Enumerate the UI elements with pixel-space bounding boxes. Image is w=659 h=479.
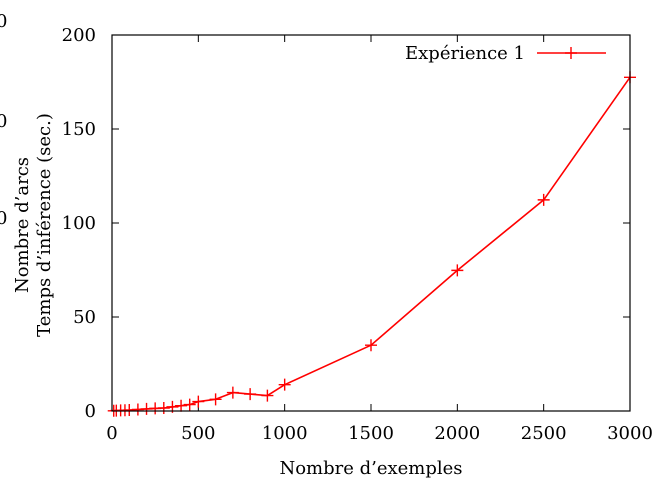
cropped-left-label-2: 0 <box>0 111 7 132</box>
legend-marker <box>565 47 577 59</box>
x-tick-label: 2500 <box>521 423 567 444</box>
data-point-marker <box>183 398 196 411</box>
axis-tick-labels: 0 500 1000 1500 2000 2500 3000 0 50 100 150 200 <box>62 25 653 444</box>
x-axis-title: Nombre d’exemples <box>279 458 462 479</box>
data-point-marker <box>278 378 291 391</box>
data-point-marker <box>451 264 464 277</box>
data-point-marker <box>226 386 239 399</box>
plot-frame <box>111 34 631 412</box>
x-tick-label: 3000 <box>607 423 653 444</box>
series-line <box>113 76 631 412</box>
x-tick-label: 0 <box>106 423 117 444</box>
x-tick-label: 1000 <box>262 423 308 444</box>
y-tick-label: 100 <box>62 213 96 234</box>
axis-ticks <box>111 34 631 412</box>
legend-marker-plus <box>565 47 577 59</box>
y-axis-title: Nombre d’arcs Temps d’inférence (sec.) <box>12 113 55 337</box>
y-tick-label: 0 <box>85 401 96 422</box>
x-tick-label: 1500 <box>348 423 394 444</box>
cropped-left-label-1: 0 <box>0 11 7 32</box>
legend: Expérience 1 <box>405 43 606 64</box>
data-point-marker <box>537 193 550 206</box>
cropped-left-label-3: 0 <box>0 208 7 229</box>
data-point-marker <box>157 401 170 414</box>
x-tick-label: 500 <box>181 423 215 444</box>
x-tick-label: 2000 <box>434 423 480 444</box>
y-axis-title-line-1: Nombre d’arcs <box>12 157 33 293</box>
y-axis-title-line-2: Temps d’inférence (sec.) <box>34 113 55 337</box>
data-point-marker <box>261 389 274 402</box>
data-point-marker <box>365 339 377 352</box>
y-tick-label: 150 <box>62 119 96 140</box>
series-layer <box>107 71 636 417</box>
data-point-marker <box>192 395 205 408</box>
data-point-marker <box>244 388 257 401</box>
data-point-marker <box>209 393 222 406</box>
y-tick-label: 200 <box>62 25 96 46</box>
data-point-marker <box>175 399 188 412</box>
y-tick-label: 50 <box>73 307 96 328</box>
legend-label: Expérience 1 <box>405 43 525 64</box>
